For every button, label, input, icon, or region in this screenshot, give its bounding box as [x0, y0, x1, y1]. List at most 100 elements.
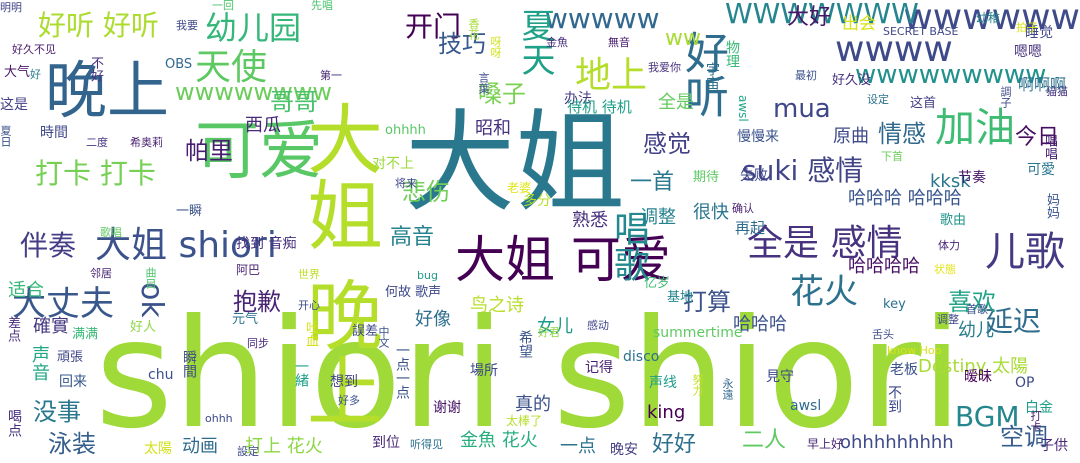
- cloud-word: 听得见: [410, 438, 443, 451]
- cloud-word: 嗓子: [478, 80, 526, 108]
- cloud-word: 打卡: [1029, 410, 1042, 432]
- cloud-word: 打上 花火: [245, 436, 323, 457]
- cloud-word: 加油: [935, 105, 1015, 151]
- cloud-word: 好多: [338, 394, 360, 407]
- cloud-word: 啊啊啊: [1018, 75, 1067, 94]
- cloud-word: SECRET BASE: [883, 25, 959, 38]
- cloud-word: 希望: [517, 330, 533, 358]
- cloud-word: 适合: [8, 280, 44, 301]
- cloud-word: 感动: [587, 319, 609, 332]
- cloud-word: 可愛: [1027, 162, 1055, 178]
- cloud-word: 记得: [585, 360, 613, 376]
- cloud-word: 嗯嗯: [1014, 44, 1042, 60]
- cloud-word: 調子: [999, 86, 1012, 108]
- cloud-word: 真的: [515, 394, 551, 415]
- cloud-word: 技巧: [438, 30, 486, 58]
- cloud-word: 这是: [0, 97, 28, 113]
- cloud-word: 一緒: [293, 359, 309, 387]
- cloud-word: 哈哈哈哈: [848, 256, 920, 277]
- cloud-word: 回来: [59, 374, 87, 390]
- cloud-word: chu: [148, 367, 174, 383]
- cloud-word: 太陽: [144, 441, 172, 457]
- cloud-word: 一首: [630, 170, 675, 195]
- cloud-word: 言葉: [477, 72, 490, 94]
- cloud-word: 老婆: [507, 181, 532, 195]
- cloud-word: 感觉: [643, 130, 691, 158]
- cloud-word: 开门: [405, 10, 462, 43]
- cloud-word: 泳装: [48, 430, 96, 458]
- cloud-word: 西瓜: [245, 115, 281, 136]
- cloud-word: 金魚: [546, 36, 568, 49]
- cloud-word: 瞬間: [181, 350, 197, 378]
- cloud-word: 一瞬: [176, 204, 203, 219]
- cloud-word: awsl: [790, 398, 822, 414]
- cloud-word: 大好: [787, 5, 832, 30]
- cloud-word: 子供: [1040, 438, 1068, 454]
- cloud-word: 空调: [1000, 423, 1048, 451]
- cloud-word: king: [647, 402, 686, 423]
- cloud-word: 唱唱: [1042, 134, 1057, 160]
- cloud-word: 呀呀: [489, 36, 502, 58]
- cloud-word: 情感: [878, 120, 926, 148]
- cloud-word: 大姐 shiori: [95, 225, 277, 266]
- cloud-word: 唱歌: [608, 210, 649, 282]
- cloud-word: 大气: [4, 65, 31, 80]
- cloud-word: 抱歉: [233, 288, 281, 316]
- cloud-word: 打算: [683, 288, 731, 316]
- cloud-word: 幼稚: [976, 11, 1001, 25]
- cloud-word: 帕里: [185, 137, 233, 165]
- cloud-word: 鸟之诗: [470, 295, 524, 316]
- cloud-word: ohhhhhhhhh: [840, 432, 954, 453]
- cloud-word: 金魚 花火: [460, 430, 538, 451]
- cloud-word: 出会: [842, 14, 876, 34]
- cloud-word: 亿岁: [644, 276, 671, 291]
- cloud-word: 不到: [886, 385, 902, 413]
- cloud-word: 確實: [33, 316, 69, 337]
- cloud-word: 女儿: [537, 316, 573, 337]
- cloud-word: 声线: [649, 375, 677, 391]
- cloud-word: 我要: [176, 19, 198, 32]
- cloud-word: 好君: [538, 326, 560, 339]
- cloud-word: 邻居: [90, 267, 112, 280]
- cloud-word: 無音: [608, 36, 630, 49]
- cloud-word: ok: [134, 282, 169, 318]
- cloud-word: 动画: [182, 436, 218, 457]
- cloud-word: key: [883, 297, 906, 312]
- cloud-word: 满满: [72, 327, 99, 342]
- cloud-word: wwwwwwww: [175, 78, 333, 106]
- cloud-word: 延迟: [985, 305, 1042, 338]
- cloud-word: 哥哥: [270, 88, 318, 116]
- cloud-word: 没事: [33, 398, 81, 426]
- cloud-word: 二度: [86, 136, 108, 149]
- cloud-word: 大姐 可爱: [455, 231, 671, 289]
- cloud-word: disco: [623, 349, 660, 365]
- cloud-word: 好好: [652, 432, 697, 457]
- cloud-word: wwwwwwwww: [855, 60, 1047, 90]
- cloud-word: shiori shiori: [95, 288, 963, 462]
- cloud-word: 太棒了: [506, 414, 543, 428]
- cloud-word: 拍子: [1016, 21, 1038, 34]
- cloud-word: 大丈夫: [12, 284, 114, 324]
- cloud-word: 場所: [470, 363, 498, 379]
- cloud-word: 努力: [691, 374, 704, 396]
- cloud-word: 一回: [212, 0, 234, 12]
- cloud-word: know Hoo: [887, 344, 942, 357]
- cloud-word: 世界: [298, 268, 320, 281]
- cloud-word: 熟悉: [572, 210, 608, 231]
- cloud-word: 昭和: [475, 118, 511, 139]
- cloud-word: 誤差: [352, 324, 379, 339]
- cloud-word: 好听: [677, 30, 728, 118]
- cloud-word: 明明: [0, 1, 22, 14]
- cloud-word: 好: [30, 68, 41, 81]
- cloud-word: 同步: [247, 337, 269, 350]
- cloud-word: 儿歌: [985, 229, 1065, 275]
- cloud-word: 宇宙: [704, 62, 720, 90]
- cloud-word: bug: [417, 269, 438, 282]
- cloud-word: 全是 感情: [747, 223, 903, 264]
- cloud-word: 早上好: [807, 437, 844, 451]
- cloud-word: OP: [1015, 375, 1035, 391]
- cloud-word: 幼儿园: [205, 9, 302, 47]
- cloud-word: 頑張: [57, 350, 84, 365]
- cloud-word: wwww: [835, 29, 953, 70]
